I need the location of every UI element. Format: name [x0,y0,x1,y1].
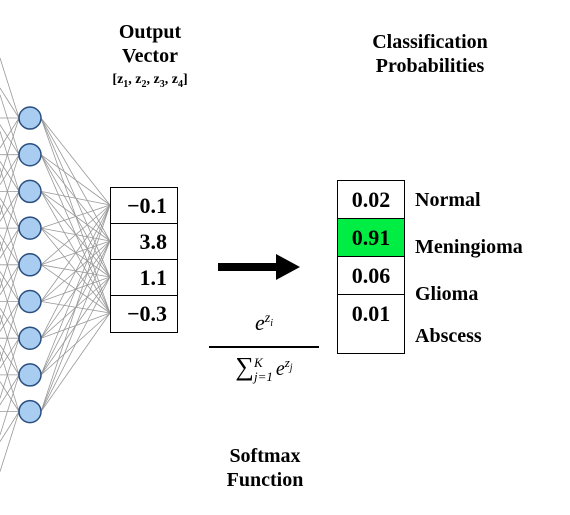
input-edge [0,301,20,332]
input-edge [0,381,20,412]
arrow-icon [218,254,300,280]
class-label-meningioma: Meningioma [415,236,523,258]
network-edges [0,57,111,472]
neuron-node [18,179,42,204]
input-edge [0,411,20,472]
class-label-normal: Normal [415,189,481,211]
output-edge [40,204,111,412]
output-value: 3.8 [111,224,177,260]
output-vector-title-line1: Output [118,21,182,43]
input-edge [0,154,20,215]
input-edge [0,197,20,229]
input-edge [0,57,20,119]
input-edge [0,191,20,222]
input-edge [0,227,20,259]
neuron-node [18,399,42,424]
output-vector-box: −0.1 3.8 1.1 −0.3 [110,187,178,333]
neuron-node [18,253,42,277]
input-edge [0,337,20,369]
probability-value: 0.02 [338,181,404,219]
input-edge [0,87,20,119]
neuron-node [18,142,42,167]
probability-box: 0.02 0.91 0.06 0.01 [337,180,405,354]
output-value: −0.3 [126,301,167,326]
input-edge [0,338,20,399]
output-edge [40,240,111,412]
fraction-bar [209,346,319,348]
softmax-label: Softmax Function [200,444,330,492]
input-edge [0,307,20,339]
output-edge [40,117,111,206]
output-value: 1.1 [111,260,177,296]
input-edge [0,374,20,436]
neuron-node [18,326,42,350]
output-vector-title-line2: Vector [122,45,178,67]
class-label-glioma: Glioma [415,283,479,305]
output-edge [40,204,111,229]
input-edge [0,264,20,296]
input-edge [0,154,20,185]
input-edge [0,314,20,376]
class-label-abscess: Abscess [415,325,482,347]
input-edge [0,374,20,406]
output-edge [40,312,111,412]
neuron-node [18,106,42,130]
neuron-node [18,289,42,314]
probability-value: 0.06 [338,257,404,295]
softmax-label-line1: Softmax [229,445,301,467]
input-edge [0,204,20,265]
component-z2: , z2 [128,72,147,90]
input-edge [0,117,20,149]
input-edge [0,301,20,362]
probability-value-highlighted: 0.91 [338,219,404,257]
classification-title: Classification Probabilities [340,30,520,78]
input-edge [0,131,20,192]
output-edge [40,204,111,266]
component-z4: , z4 [164,72,183,90]
input-edge [0,278,20,339]
input-edge [0,124,20,155]
softmax-numerator: ezi [255,310,273,335]
output-edge [40,204,111,302]
neuron-node [18,216,42,240]
output-edge [40,276,111,412]
input-edge [0,241,20,302]
input-edge [0,411,20,442]
input-edge [0,191,20,252]
output-value: −0.1 [111,188,177,224]
output-vector-components: [z1, z2, z3, z4] [112,72,188,90]
neuron-node [18,363,42,387]
component-z1: z1 [117,72,129,90]
component-z3: , z3 [146,72,165,90]
input-edge [0,227,20,289]
input-edge [0,271,20,302]
input-edge [0,117,20,179]
input-edge [0,344,20,376]
output-edge [40,204,111,376]
input-edge [0,351,20,412]
softmax-label-line2: Function [226,469,304,491]
input-edge [0,161,20,192]
output-edge [40,154,111,206]
input-edge [0,167,20,229]
input-edge [0,94,20,155]
classification-title-line1: Classification [372,31,488,53]
probability-value: 0.01 [351,301,391,326]
output-edge [40,191,111,206]
classification-title-line2: Probabilities [375,55,485,77]
output-vector-title: Output Vector [95,20,205,68]
input-edge [0,234,20,266]
input-edge [0,264,20,325]
output-edge [40,204,111,339]
